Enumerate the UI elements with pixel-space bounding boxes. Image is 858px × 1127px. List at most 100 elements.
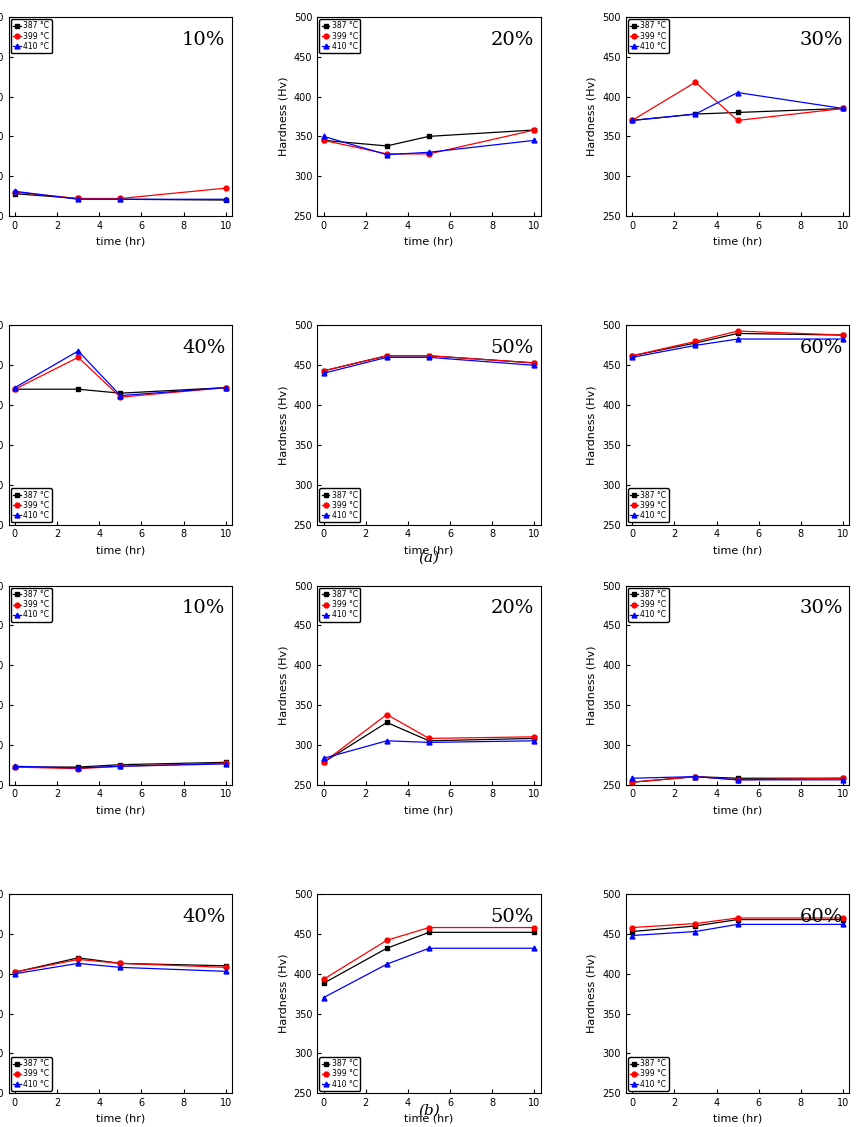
399 °C	[318, 755, 329, 769]
387 °C	[9, 761, 20, 774]
399 °C	[382, 708, 392, 721]
Line: 387 °C: 387 °C	[630, 917, 845, 934]
387 °C	[318, 976, 329, 990]
387 °C	[838, 772, 849, 786]
410 °C	[221, 381, 231, 394]
Line: 410 °C: 410 °C	[321, 946, 537, 1000]
Line: 399 °C: 399 °C	[321, 127, 537, 157]
410 °C	[733, 917, 743, 931]
Text: (a): (a)	[419, 551, 439, 565]
399 °C	[627, 349, 637, 363]
387 °C	[115, 387, 125, 400]
399 °C	[691, 335, 701, 348]
Line: 387 °C: 387 °C	[630, 106, 845, 123]
Y-axis label: Hardness (Hv): Hardness (Hv)	[278, 953, 288, 1033]
X-axis label: time (hr): time (hr)	[713, 1113, 762, 1124]
410 °C	[73, 344, 83, 357]
399 °C	[115, 760, 125, 773]
Line: 399 °C: 399 °C	[13, 355, 228, 400]
Y-axis label: Hardness (Hv): Hardness (Hv)	[278, 646, 288, 725]
399 °C	[73, 350, 83, 364]
387 °C	[73, 382, 83, 396]
X-axis label: time (hr): time (hr)	[404, 545, 454, 554]
399 °C	[627, 775, 637, 789]
Line: 399 °C: 399 °C	[13, 186, 228, 201]
Legend: 387 °C, 399 °C, 410 °C: 387 °C, 399 °C, 410 °C	[628, 588, 668, 622]
399 °C	[115, 957, 125, 970]
387 °C	[115, 957, 125, 970]
X-axis label: time (hr): time (hr)	[96, 1113, 145, 1124]
Line: 410 °C: 410 °C	[630, 90, 845, 123]
X-axis label: time (hr): time (hr)	[713, 805, 762, 815]
399 °C	[318, 364, 329, 378]
Line: 410 °C: 410 °C	[630, 922, 845, 938]
Line: 387 °C: 387 °C	[13, 760, 228, 770]
410 °C	[318, 752, 329, 765]
387 °C	[9, 382, 20, 396]
Line: 410 °C: 410 °C	[630, 774, 845, 782]
X-axis label: time (hr): time (hr)	[96, 545, 145, 554]
Legend: 387 °C, 399 °C, 410 °C: 387 °C, 399 °C, 410 °C	[319, 1057, 360, 1091]
387 °C	[424, 130, 434, 143]
399 °C	[221, 181, 231, 195]
387 °C	[221, 755, 231, 769]
399 °C	[838, 912, 849, 925]
410 °C	[627, 114, 637, 127]
Y-axis label: Hardness (Hv): Hardness (Hv)	[587, 953, 597, 1033]
Line: 399 °C: 399 °C	[630, 80, 845, 123]
399 °C	[318, 134, 329, 148]
Legend: 387 °C, 399 °C, 410 °C: 387 °C, 399 °C, 410 °C	[628, 1057, 668, 1091]
410 °C	[318, 991, 329, 1004]
387 °C	[73, 192, 83, 205]
399 °C	[382, 349, 392, 363]
Text: 50%: 50%	[491, 908, 534, 926]
Legend: 387 °C, 399 °C, 410 °C: 387 °C, 399 °C, 410 °C	[11, 19, 51, 53]
399 °C	[529, 730, 540, 744]
Line: 387 °C: 387 °C	[321, 354, 537, 373]
410 °C	[529, 941, 540, 955]
410 °C	[691, 925, 701, 939]
399 °C	[115, 192, 125, 205]
410 °C	[424, 145, 434, 159]
399 °C	[73, 952, 83, 966]
Y-axis label: Hardness (Hv): Hardness (Hv)	[278, 385, 288, 464]
399 °C	[733, 114, 743, 127]
387 °C	[627, 349, 637, 363]
X-axis label: time (hr): time (hr)	[713, 237, 762, 247]
Line: 387 °C: 387 °C	[321, 720, 537, 765]
399 °C	[382, 933, 392, 947]
410 °C	[838, 773, 849, 787]
387 °C	[627, 925, 637, 939]
410 °C	[9, 185, 20, 198]
Line: 387 °C: 387 °C	[13, 192, 228, 203]
Line: 399 °C: 399 °C	[321, 354, 537, 373]
410 °C	[318, 366, 329, 380]
399 °C	[529, 356, 540, 370]
410 °C	[838, 332, 849, 346]
399 °C	[424, 148, 434, 161]
Y-axis label: Hardness (Hv): Hardness (Hv)	[587, 646, 597, 725]
410 °C	[424, 941, 434, 955]
399 °C	[73, 762, 83, 775]
387 °C	[382, 349, 392, 363]
399 °C	[733, 912, 743, 925]
399 °C	[424, 349, 434, 363]
Line: 410 °C: 410 °C	[630, 337, 845, 360]
387 °C	[424, 734, 434, 747]
410 °C	[627, 350, 637, 364]
Y-axis label: Hardness (Hv): Hardness (Hv)	[587, 385, 597, 464]
410 °C	[733, 773, 743, 787]
399 °C	[838, 772, 849, 786]
X-axis label: time (hr): time (hr)	[404, 237, 454, 247]
387 °C	[382, 716, 392, 729]
410 °C	[382, 350, 392, 364]
Text: 60%: 60%	[800, 339, 843, 357]
399 °C	[691, 76, 701, 89]
399 °C	[9, 185, 20, 198]
410 °C	[9, 381, 20, 394]
Line: 410 °C: 410 °C	[13, 189, 228, 202]
399 °C	[733, 773, 743, 787]
387 °C	[529, 731, 540, 745]
387 °C	[115, 758, 125, 772]
399 °C	[318, 973, 329, 986]
